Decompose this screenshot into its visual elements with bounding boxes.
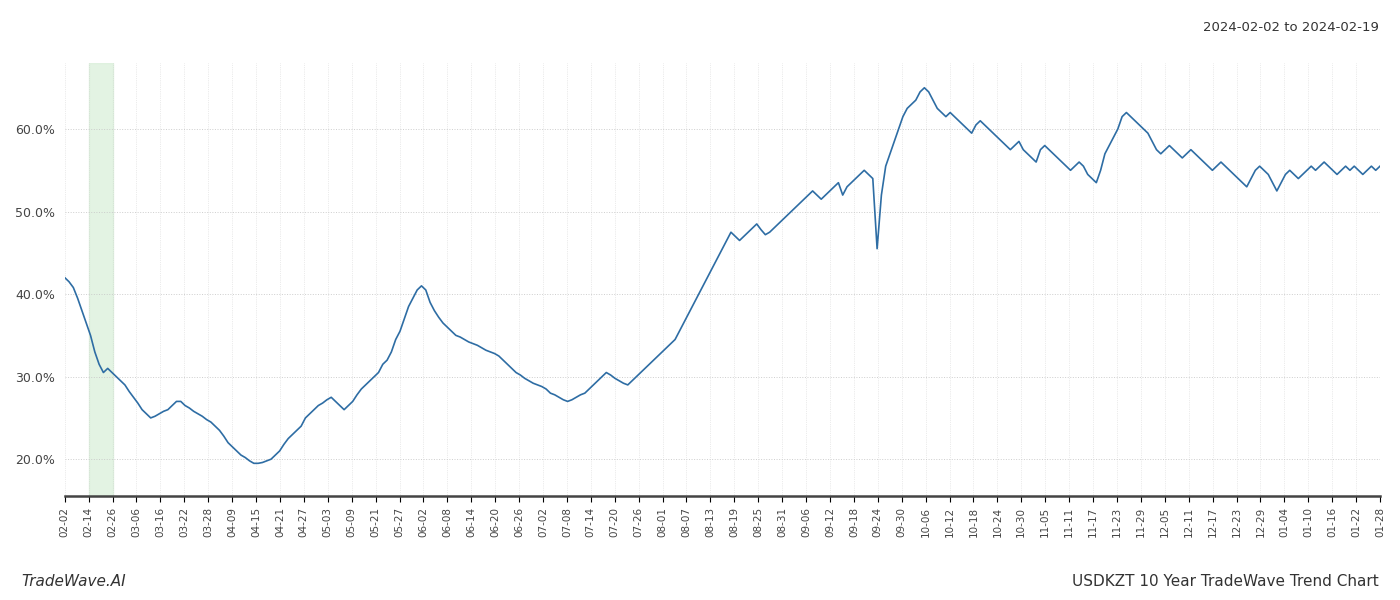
Text: TradeWave.AI: TradeWave.AI — [21, 574, 126, 589]
Bar — [88, 63, 112, 496]
Text: USDKZT 10 Year TradeWave Trend Chart: USDKZT 10 Year TradeWave Trend Chart — [1072, 574, 1379, 589]
Text: 2024-02-02 to 2024-02-19: 2024-02-02 to 2024-02-19 — [1203, 21, 1379, 34]
